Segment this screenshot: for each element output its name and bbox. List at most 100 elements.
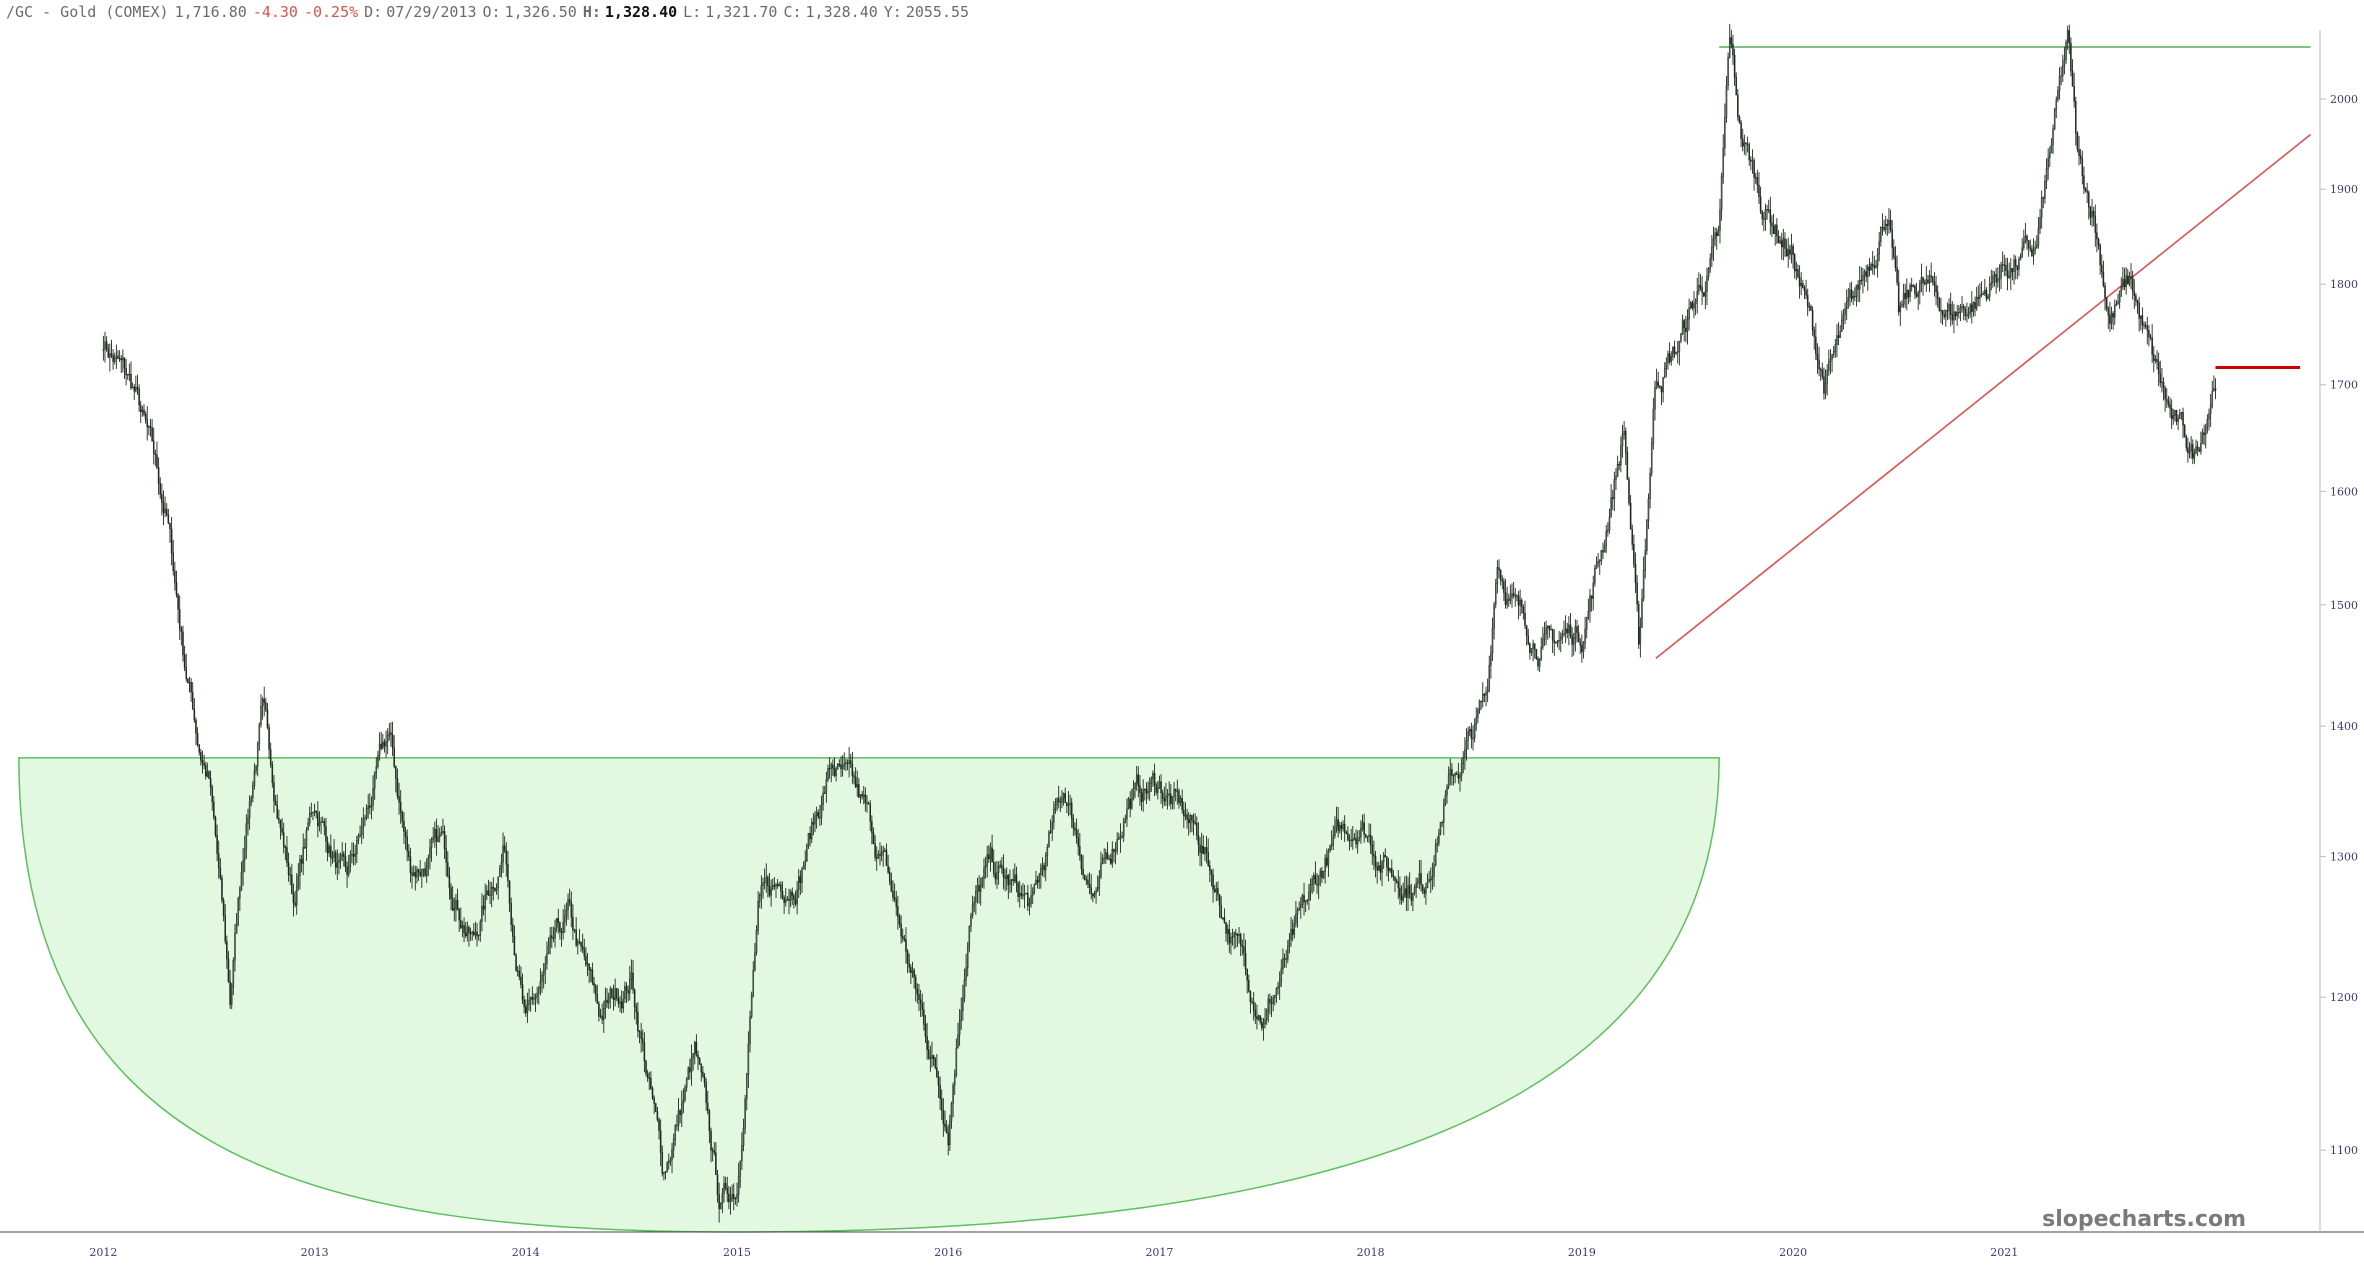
candle-body <box>856 784 859 788</box>
candle <box>2089 205 2092 226</box>
candle <box>1517 590 1520 620</box>
candle-body <box>333 852 335 858</box>
candle-body <box>1446 786 1448 796</box>
candle-body <box>1961 306 1963 308</box>
candle <box>590 967 592 982</box>
candle-body <box>2174 410 2176 416</box>
candle <box>1015 866 1018 893</box>
candle <box>1668 342 1671 365</box>
candle <box>1467 726 1469 750</box>
candle <box>232 957 235 996</box>
candle-body <box>1264 1019 1266 1024</box>
candle-body <box>1624 430 1627 453</box>
candle <box>1446 784 1448 804</box>
candle <box>1079 832 1081 861</box>
candle <box>775 882 777 898</box>
candle-body <box>973 901 975 906</box>
candle <box>1339 821 1341 834</box>
candle-body <box>326 841 329 854</box>
candle-body <box>752 969 755 996</box>
candle <box>2110 306 2113 330</box>
candle-body <box>542 970 545 976</box>
candle-body <box>1649 472 1651 499</box>
candle-body <box>685 1078 688 1088</box>
candle-body <box>1272 997 1274 1004</box>
candle-body <box>1421 884 1424 891</box>
candle <box>2193 448 2196 464</box>
candle <box>854 767 857 789</box>
candle-body <box>1702 292 1705 297</box>
candle <box>1092 892 1094 903</box>
candle <box>1246 968 1248 994</box>
candle-body <box>1358 837 1361 842</box>
candle-body <box>1964 309 1967 316</box>
candle <box>333 839 335 863</box>
candle <box>2084 187 2087 193</box>
candle <box>1465 728 1468 761</box>
candle-body <box>2159 373 2162 384</box>
candle-body <box>1483 693 1486 696</box>
candle-body <box>1836 335 1838 345</box>
candle-body <box>268 727 270 750</box>
candle-body <box>551 935 553 939</box>
candle <box>1993 271 1996 287</box>
candle <box>1910 277 1913 292</box>
candle-body <box>1556 641 1559 643</box>
candle-body <box>737 1175 740 1195</box>
low-label: L: <box>683 3 702 21</box>
candle <box>1930 262 1932 283</box>
candle <box>229 969 231 1009</box>
candle <box>1264 1007 1266 1029</box>
candle <box>1009 869 1011 894</box>
candle-body <box>1283 958 1286 960</box>
candle <box>1512 581 1515 599</box>
candle-body <box>113 358 116 362</box>
candle <box>226 935 228 969</box>
candle-body <box>349 854 352 867</box>
candle <box>1873 255 1876 276</box>
candle-body <box>1163 798 1166 802</box>
candle-body <box>502 845 504 863</box>
candle <box>845 758 847 771</box>
candle-body <box>1665 362 1668 370</box>
candle <box>1399 876 1401 905</box>
candle <box>1915 283 1918 298</box>
candle-body <box>430 839 433 848</box>
candle <box>1452 773 1455 786</box>
candle <box>929 1045 932 1072</box>
candle-body <box>1301 895 1304 905</box>
candle <box>351 842 353 864</box>
candle-body <box>1566 628 1569 633</box>
candle-body <box>1759 196 1762 212</box>
candle <box>812 813 815 836</box>
candle <box>560 927 563 947</box>
candle <box>1087 873 1089 889</box>
candle-body <box>2063 59 2066 66</box>
candle <box>1293 915 1296 939</box>
candle <box>1083 874 1086 881</box>
candle-body <box>461 925 464 929</box>
candle-body <box>560 931 563 934</box>
candle <box>2091 198 2093 227</box>
candle-body <box>1196 822 1198 836</box>
candle-body <box>2203 432 2205 435</box>
candle <box>1129 791 1131 818</box>
candle <box>1423 887 1426 898</box>
candle <box>1274 995 1276 1006</box>
candle-body <box>141 409 144 412</box>
candle-body <box>655 1103 657 1112</box>
candle-body <box>182 631 184 656</box>
candle <box>1685 315 1687 343</box>
candle <box>664 1170 667 1180</box>
candle-body <box>1010 879 1013 881</box>
candle-body <box>247 817 249 825</box>
candle <box>1430 867 1432 893</box>
candle-body <box>668 1161 670 1164</box>
candle-body <box>1542 638 1544 648</box>
candle-body <box>711 1150 714 1152</box>
candle-body <box>1636 582 1638 605</box>
candle-body <box>1134 783 1136 790</box>
candle-body <box>1694 300 1697 305</box>
candle-body <box>822 792 824 805</box>
